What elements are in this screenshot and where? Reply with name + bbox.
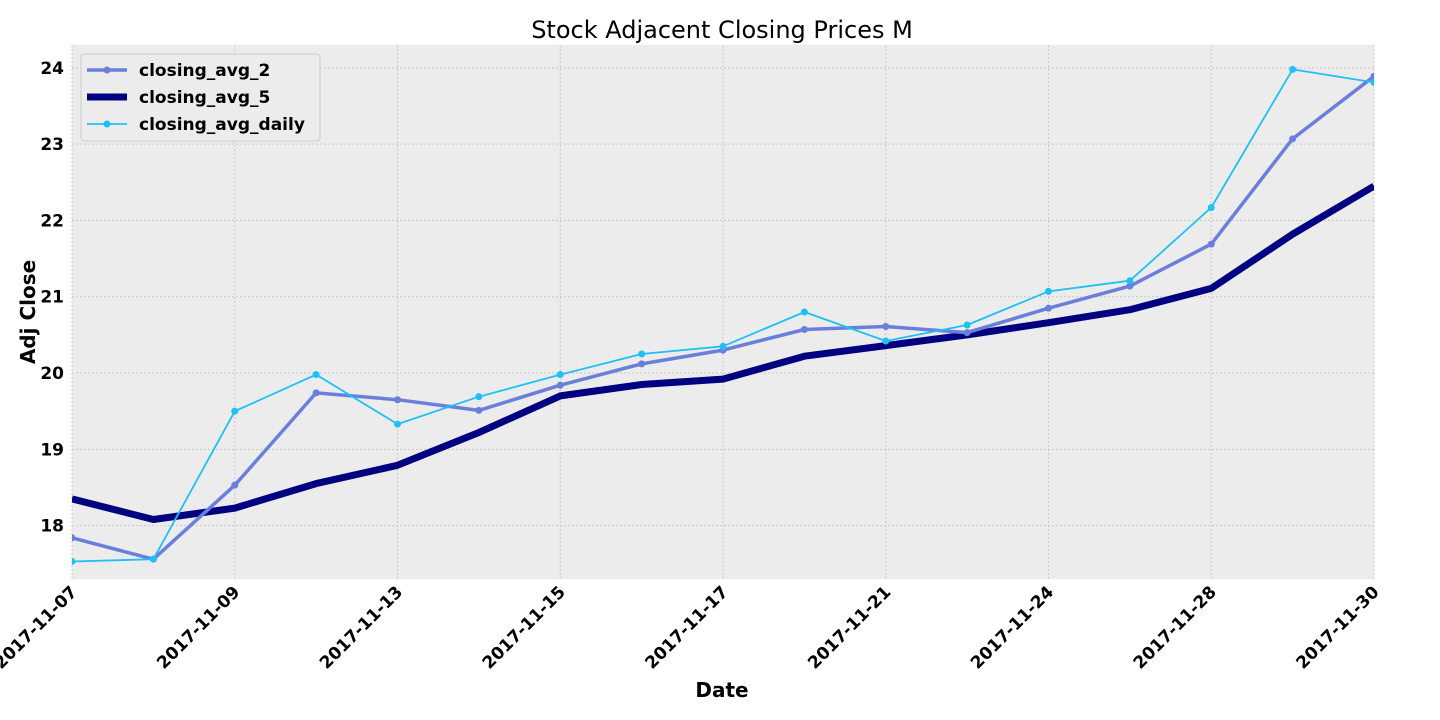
data-point-closing_avg_2 — [638, 360, 646, 368]
data-point-closing_avg_2 — [800, 326, 808, 334]
y-axis-ticks: 18 19 20 21 22 23 24 — [40, 59, 64, 537]
data-point-closing_avg_2 — [1370, 72, 1374, 80]
legend-label-closing_avg_5: closing_avg_5 — [139, 88, 270, 108]
data-point-closing_avg_2 — [1207, 240, 1215, 248]
legend-marker-closing_avg_daily — [103, 120, 111, 128]
data-point-closing_avg_daily — [312, 371, 320, 379]
x-tick-label: 2017-11-13 — [316, 582, 407, 673]
data-point-closing_avg_2 — [1126, 282, 1134, 290]
data-point-closing_avg_2 — [963, 329, 971, 337]
data-point-closing_avg_2 — [394, 396, 401, 404]
series-closing_avg_daily — [72, 65, 1374, 565]
y-tick-label: 18 — [40, 517, 64, 537]
x-axis-ticks: 2017-11-07 2017-11-09 2017-11-13 2017-11-15… — [0, 582, 1384, 673]
series-closing_avg_5 — [72, 183, 1374, 523]
data-point-closing_avg_daily — [149, 555, 157, 563]
data-point-closing_avg_daily — [1370, 78, 1374, 86]
y-axis-label: Adj Close — [16, 260, 40, 364]
y-tick-label: 22 — [40, 211, 64, 231]
data-point-closing_avg_daily — [800, 308, 808, 316]
data-point-closing_avg_daily — [963, 321, 971, 329]
x-tick-label: 2017-11-15 — [479, 582, 570, 673]
data-point-closing_avg_2 — [882, 322, 890, 330]
y-tick-label: 19 — [40, 440, 64, 460]
data-point-closing_avg_daily — [719, 342, 727, 350]
data-point-closing_avg_2 — [231, 481, 239, 489]
data-point-closing_avg_daily — [394, 420, 401, 428]
data-point-closing_avg_2 — [312, 389, 320, 397]
chart-title: Stock Adjacent Closing Prices M — [531, 16, 913, 44]
x-tick-label: 2017-11-30 — [1292, 582, 1383, 673]
data-point-closing_avg_daily — [72, 557, 76, 565]
x-tick-label: 2017-11-17 — [641, 582, 732, 673]
x-axis-label: Date — [695, 678, 748, 702]
data-point-closing_avg_daily — [556, 371, 564, 379]
y-tick-label: 20 — [40, 364, 64, 384]
legend-label-closing_avg_2: closing_avg_2 — [139, 61, 270, 81]
data-point-closing_avg_2 — [1289, 135, 1297, 143]
data-point-closing_avg_daily — [1207, 203, 1215, 211]
x-tick-label: 2017-11-09 — [153, 582, 244, 673]
data-point-closing_avg_daily — [1289, 65, 1297, 73]
grid — [71, 45, 1375, 579]
series-layer — [72, 65, 1374, 565]
data-point-closing_avg_daily — [1045, 287, 1052, 295]
data-point-closing_avg_daily — [638, 350, 646, 358]
x-tick-label: 2017-11-24 — [967, 582, 1058, 673]
legend-box — [80, 53, 321, 142]
data-point-closing_avg_2 — [1045, 304, 1052, 312]
x-tick-label: 2017-11-21 — [804, 582, 895, 673]
y-tick-label: 21 — [40, 288, 64, 308]
x-tick-label: 2017-11-28 — [1130, 582, 1221, 673]
data-point-closing_avg_2 — [72, 534, 76, 542]
y-tick-label: 23 — [40, 135, 64, 155]
data-point-closing_avg_daily — [231, 407, 239, 415]
legend: closing_avg_2 closing_avg_5 closing_avg_da… — [80, 53, 321, 142]
data-point-closing_avg_2 — [556, 381, 564, 389]
series-line-closing_avg_5 — [72, 183, 1374, 523]
x-tick-label: 2017-11-07 — [0, 582, 82, 673]
y-tick-label: 24 — [40, 59, 64, 79]
legend-label-closing_avg_daily: closing_avg_daily — [139, 115, 305, 135]
data-point-closing_avg_daily — [475, 393, 483, 401]
data-point-closing_avg_daily — [1126, 277, 1134, 285]
data-point-closing_avg_daily — [882, 337, 890, 345]
data-point-closing_avg_2 — [475, 406, 483, 414]
legend-marker-closing_avg_2 — [103, 66, 111, 74]
